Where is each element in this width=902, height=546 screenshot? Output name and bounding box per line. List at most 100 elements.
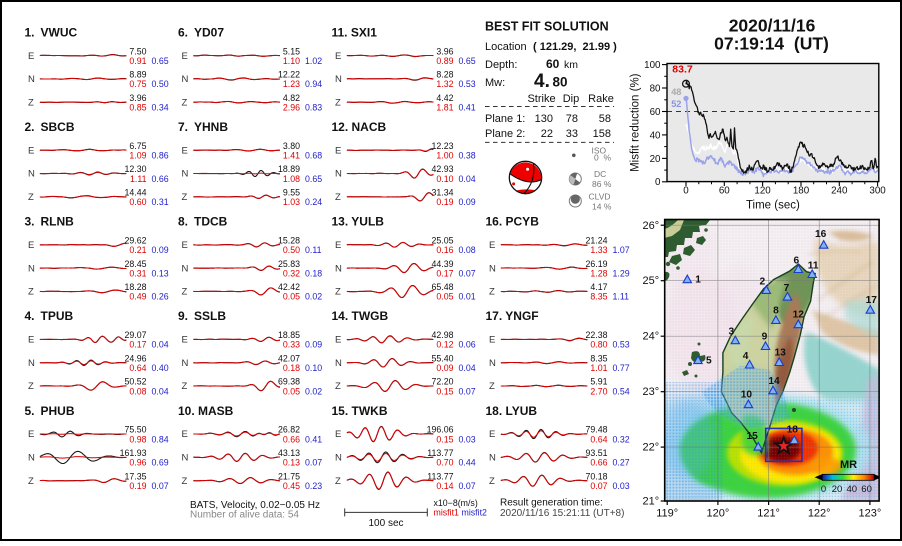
svg-text:misfit1: misfit1 xyxy=(434,507,460,517)
svg-text:Z: Z xyxy=(182,287,188,298)
svg-text:3.80: 3.80 xyxy=(283,141,300,151)
svg-text:Z: Z xyxy=(335,476,341,487)
svg-text:0.31: 0.31 xyxy=(152,197,169,207)
svg-text:0.77: 0.77 xyxy=(613,363,630,373)
svg-text:8.89: 8.89 xyxy=(129,70,146,80)
svg-text:0.66: 0.66 xyxy=(590,458,607,468)
svg-text:E: E xyxy=(489,240,495,251)
svg-text:42.42: 42.42 xyxy=(278,282,300,292)
svg-text:0: 0 xyxy=(655,177,661,188)
svg-text:93.51: 93.51 xyxy=(585,448,607,458)
svg-text:17: 17 xyxy=(866,295,878,306)
svg-text:Rake: Rake xyxy=(588,93,614,105)
svg-text:25°: 25° xyxy=(643,275,660,287)
svg-text:1.00: 1.00 xyxy=(436,151,453,161)
svg-text:DC: DC xyxy=(594,169,606,179)
svg-text:N: N xyxy=(182,169,189,180)
svg-text:7: 7 xyxy=(784,283,790,294)
svg-text:0.12: 0.12 xyxy=(436,340,453,350)
svg-text:86 %: 86 % xyxy=(592,179,612,189)
svg-text:25.05: 25.05 xyxy=(431,236,453,246)
svg-text:29.07: 29.07 xyxy=(124,330,146,340)
svg-text:E: E xyxy=(28,335,34,346)
svg-text:23°: 23° xyxy=(643,386,660,398)
svg-text:E: E xyxy=(182,429,188,440)
svg-text:29.62: 29.62 xyxy=(124,236,146,246)
svg-text:113.77: 113.77 xyxy=(427,448,453,458)
svg-text:9. SSLB: 9. SSLB xyxy=(178,309,226,323)
svg-text:E: E xyxy=(489,335,495,346)
svg-text:E: E xyxy=(182,51,188,62)
svg-text:0.07: 0.07 xyxy=(459,268,476,278)
svg-text:N: N xyxy=(489,263,496,274)
svg-text:N: N xyxy=(28,74,35,85)
svg-text:0.24: 0.24 xyxy=(305,197,322,207)
svg-text:130: 130 xyxy=(535,113,553,125)
svg-text:0.84: 0.84 xyxy=(152,434,169,444)
svg-text:24°: 24° xyxy=(643,331,660,343)
svg-text:13: 13 xyxy=(775,348,787,359)
svg-text:2: 2 xyxy=(759,276,765,287)
svg-text:0.64: 0.64 xyxy=(590,434,607,444)
svg-text:N: N xyxy=(335,169,342,180)
svg-text:N: N xyxy=(28,263,35,274)
svg-text:28.45: 28.45 xyxy=(124,259,146,269)
svg-text:0.07: 0.07 xyxy=(152,481,169,491)
svg-text:69.38: 69.38 xyxy=(278,377,300,387)
svg-text:0.75: 0.75 xyxy=(129,79,146,89)
svg-text:Location: Location xyxy=(485,41,527,53)
svg-text:20: 20 xyxy=(650,154,661,165)
svg-text:0.32: 0.32 xyxy=(613,434,630,444)
svg-text:N: N xyxy=(335,263,342,274)
svg-text:18.85: 18.85 xyxy=(278,330,300,340)
svg-text:8: 8 xyxy=(773,305,779,316)
svg-text:0.65: 0.65 xyxy=(459,56,476,66)
svg-text:0.04: 0.04 xyxy=(459,363,476,373)
svg-text:43.13: 43.13 xyxy=(278,448,300,458)
svg-text:16. PCYB: 16. PCYB xyxy=(486,215,540,229)
svg-text:1.28: 1.28 xyxy=(590,268,607,278)
svg-text:0.05: 0.05 xyxy=(436,292,453,302)
svg-text:Z: Z xyxy=(28,97,34,108)
svg-text:15.28: 15.28 xyxy=(278,236,300,246)
svg-text:0.44: 0.44 xyxy=(459,458,476,468)
svg-text:E: E xyxy=(335,429,341,440)
svg-text:6: 6 xyxy=(793,256,799,267)
svg-text:158: 158 xyxy=(593,128,611,140)
svg-text:Time (sec): Time (sec) xyxy=(746,200,800,212)
svg-text:E: E xyxy=(182,145,188,156)
svg-text:0.13: 0.13 xyxy=(283,458,300,468)
svg-text:0.96: 0.96 xyxy=(129,458,146,468)
svg-text:1.10: 1.10 xyxy=(283,56,300,66)
svg-text:26.82: 26.82 xyxy=(278,425,300,435)
svg-text:N: N xyxy=(182,453,189,464)
svg-text:Z: Z xyxy=(182,476,188,487)
svg-text:0.04: 0.04 xyxy=(152,340,169,350)
svg-text:1.01: 1.01 xyxy=(590,363,607,373)
svg-text:0.91: 0.91 xyxy=(129,56,146,66)
svg-text:123°: 123° xyxy=(859,508,882,520)
svg-text:240: 240 xyxy=(831,186,848,197)
svg-text:ISO: ISO xyxy=(592,146,607,156)
svg-text:1.09: 1.09 xyxy=(129,151,146,161)
svg-text:0.09: 0.09 xyxy=(152,245,169,255)
svg-text:121°: 121° xyxy=(757,508,780,520)
svg-text:80: 80 xyxy=(650,83,661,94)
svg-text:0: 0 xyxy=(821,484,826,495)
svg-text:18. LYUB: 18. LYUB xyxy=(486,404,538,418)
svg-text:3. RLNB: 3. RLNB xyxy=(25,215,75,229)
svg-text:0.66: 0.66 xyxy=(283,434,300,444)
svg-text:0.50: 0.50 xyxy=(283,245,300,255)
svg-text:Z: Z xyxy=(489,287,495,298)
svg-text:14. TWGB: 14. TWGB xyxy=(332,309,389,323)
svg-text:60: 60 xyxy=(650,107,661,118)
svg-text:40: 40 xyxy=(650,130,661,141)
svg-text:60: 60 xyxy=(861,484,872,495)
svg-text:0.45: 0.45 xyxy=(283,481,300,491)
svg-text:72.20: 72.20 xyxy=(431,377,453,387)
svg-text:0.54: 0.54 xyxy=(613,386,630,396)
svg-text:17.35: 17.35 xyxy=(124,471,146,481)
svg-text:E: E xyxy=(182,240,188,251)
svg-text:58: 58 xyxy=(599,113,611,125)
svg-text:80: 80 xyxy=(553,75,568,90)
